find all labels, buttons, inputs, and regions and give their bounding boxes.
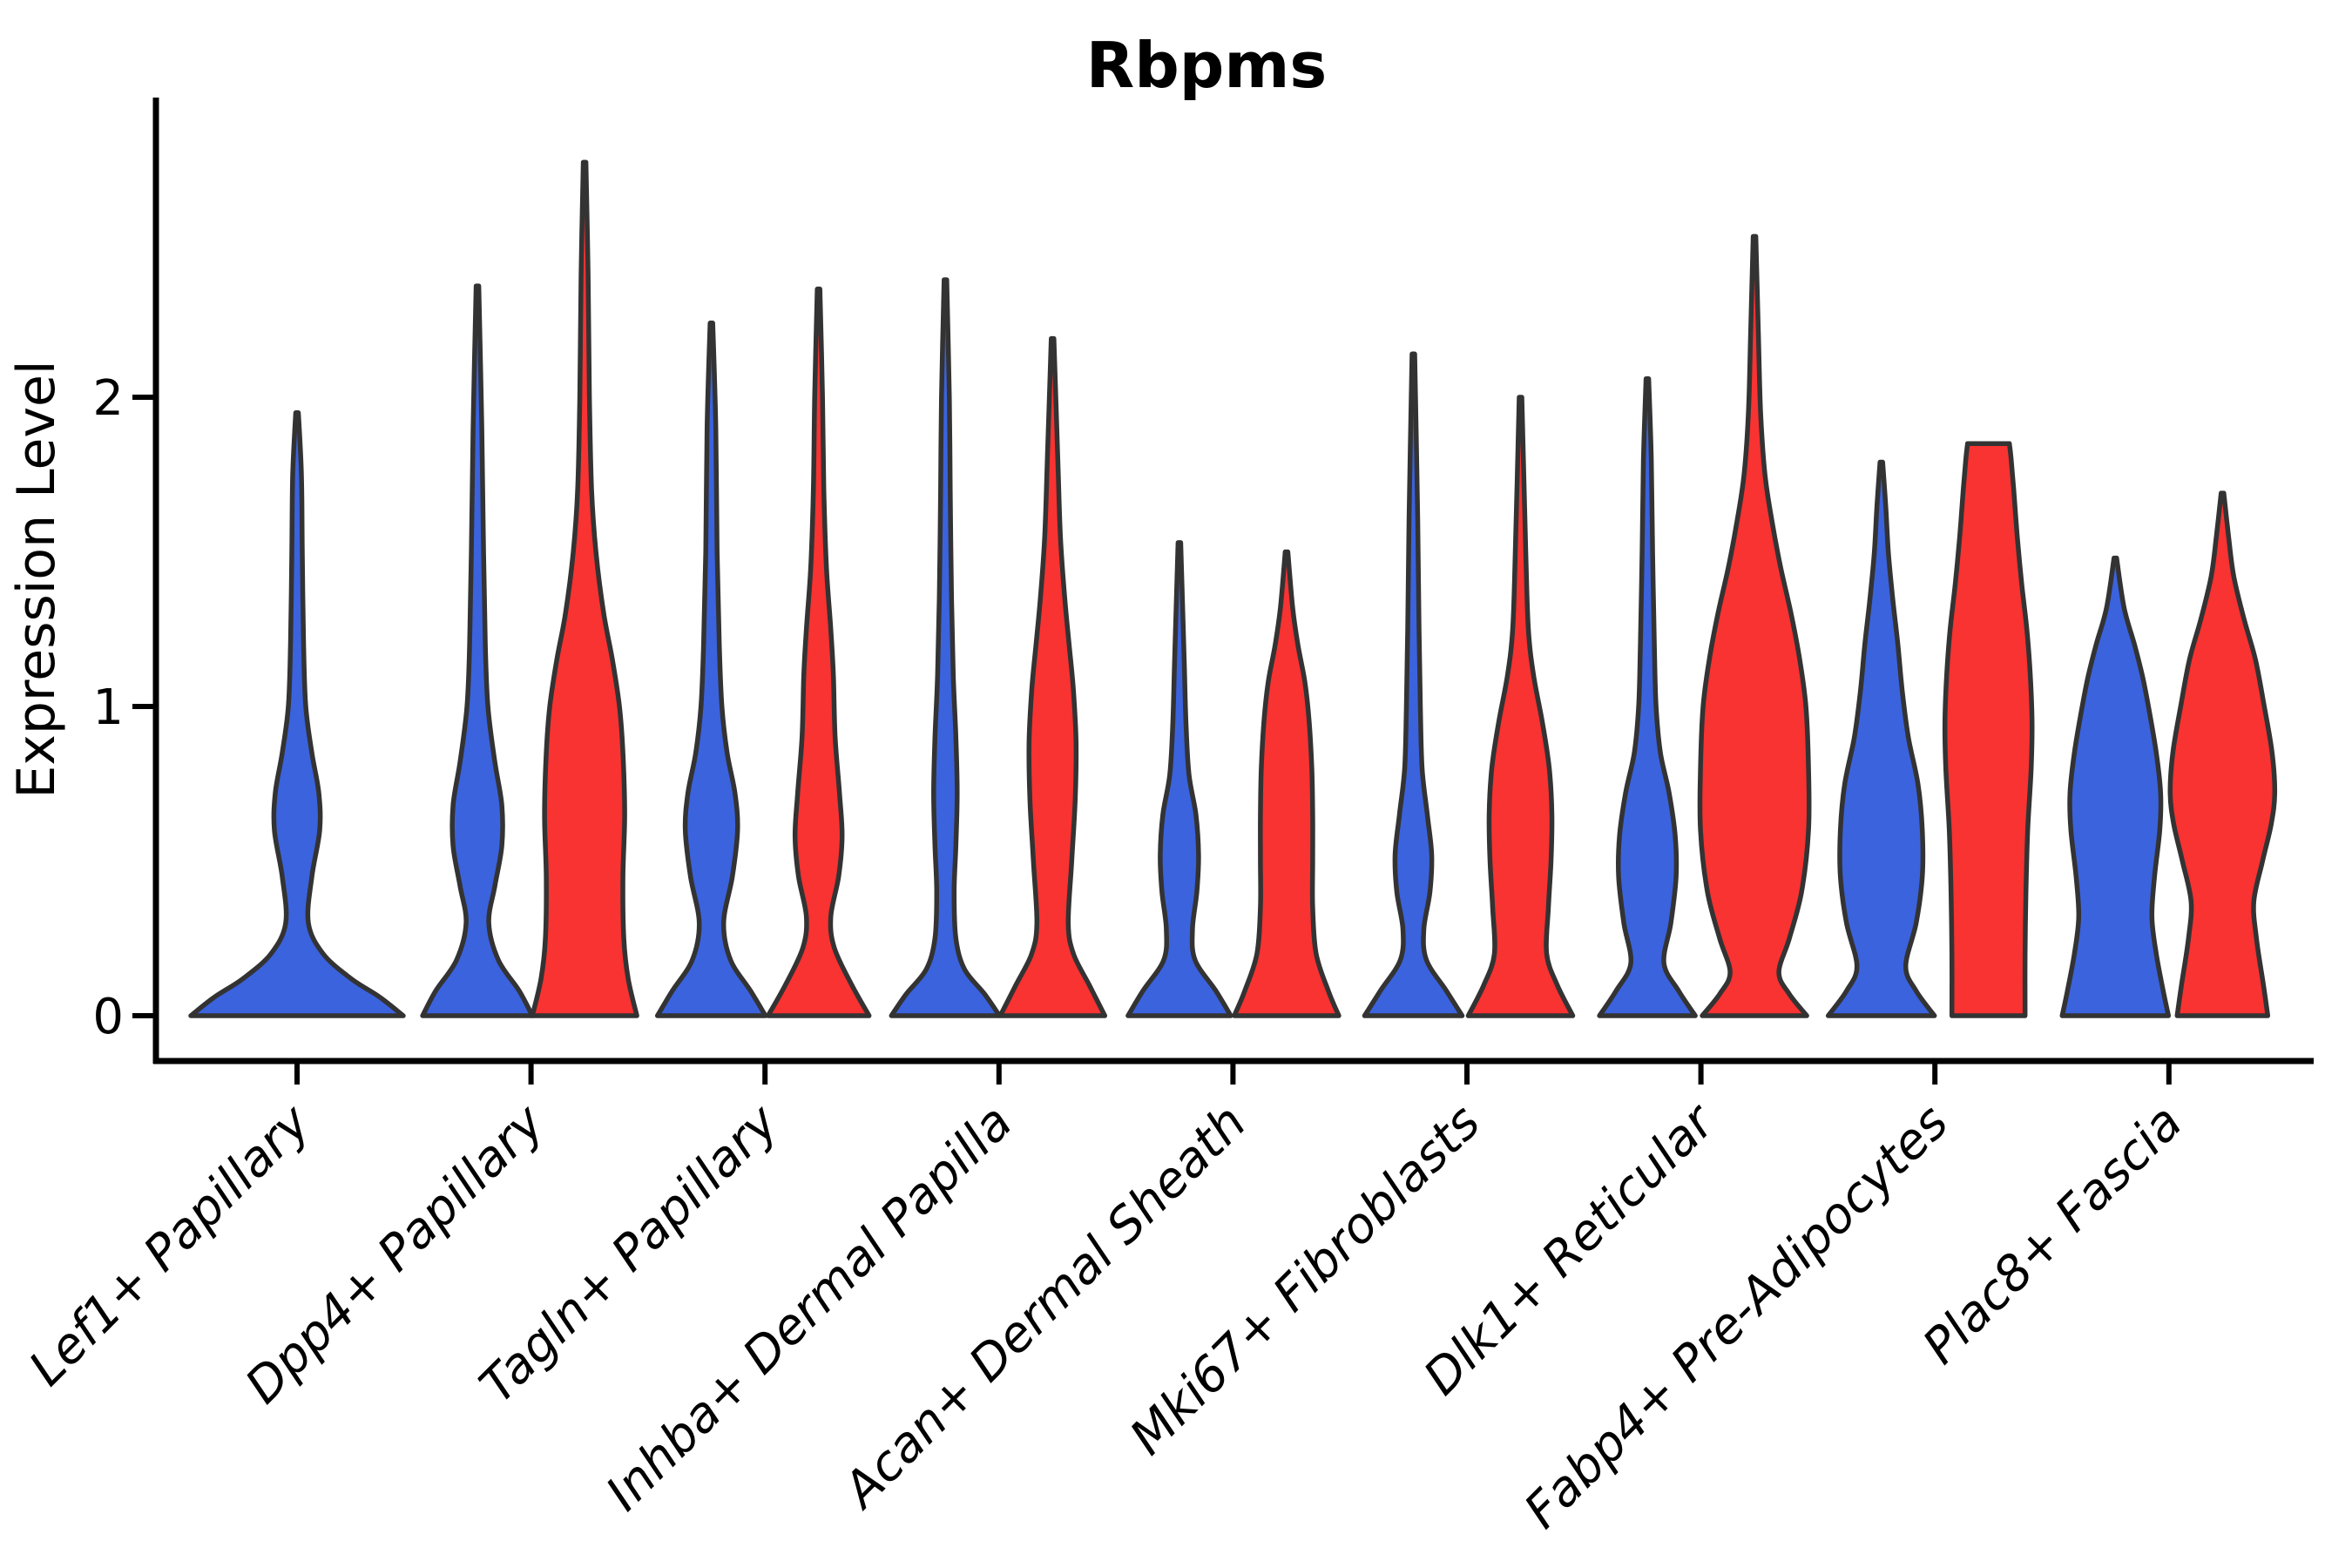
chart-title: Rbpms (1086, 29, 1327, 102)
violin-7-blue (1825, 459, 1937, 1018)
violin-5-blue (1362, 351, 1465, 1018)
violin-5-red (1465, 395, 1576, 1018)
violin-4-blue (1125, 540, 1233, 1018)
violins-layer (188, 159, 2278, 1018)
y-tick-label: 0 (92, 989, 124, 1045)
violin-8-blue (2059, 555, 2172, 1018)
y-ticks-layer: 0 1 2 (92, 370, 156, 1045)
violin-2-blue (654, 321, 768, 1018)
violin-3-red (997, 335, 1108, 1018)
violin-6-blue (1597, 375, 1698, 1018)
x-tick-label-7: Fabp4+ Pre-Adipocytes (1514, 1094, 1959, 1539)
x-tick-label-4: Acan+ Dermal Sheath (831, 1094, 1257, 1520)
violin-8-red (2167, 490, 2278, 1018)
violin-6-red (1697, 233, 1812, 1018)
violin-0-blue (188, 410, 406, 1018)
violin-4-red (1232, 549, 1342, 1018)
violin-2-red (765, 287, 872, 1018)
violin-1-red (530, 159, 639, 1018)
violin-1-blue (420, 283, 535, 1018)
y-tick-label: 1 (92, 679, 124, 736)
violin-7-red (1942, 441, 2035, 1018)
violin-3-blue (889, 277, 1003, 1018)
x-tick-label-3: Inhba+ Dermal Papilla (596, 1094, 1024, 1522)
y-tick-label: 2 (92, 370, 124, 427)
y-axis-label: Expression Level (6, 360, 67, 798)
